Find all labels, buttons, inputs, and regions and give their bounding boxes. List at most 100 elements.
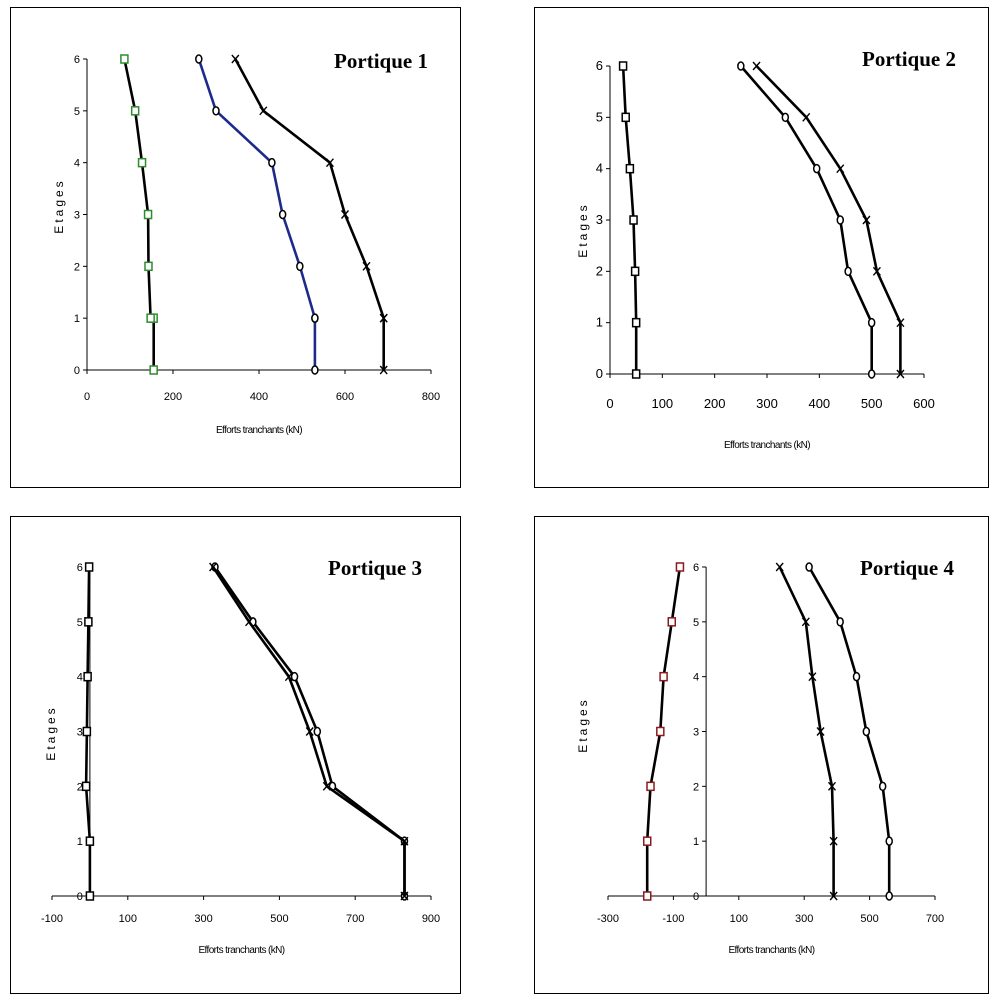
x-tick-label: 600 <box>336 391 354 403</box>
chart-title: Portique 2 <box>862 47 956 71</box>
y-tick-label: 2 <box>596 263 603 278</box>
data-point-x <box>896 369 905 379</box>
y-tick-label: 1 <box>74 313 80 325</box>
y-tick-label: 4 <box>77 672 83 684</box>
y-tick-label: 5 <box>77 617 83 629</box>
data-point-square <box>675 562 685 572</box>
series-line-3 <box>778 566 835 896</box>
data-point-circle <box>885 836 893 846</box>
x-tick-label: 500 <box>270 913 288 925</box>
data-point-square <box>83 671 92 682</box>
y-axis-label: Etages <box>52 178 66 233</box>
data-point-x <box>829 891 838 901</box>
data-point-circle <box>212 106 220 116</box>
data-point-square <box>143 209 153 220</box>
x-tick-label: 300 <box>795 913 813 925</box>
data-point-square <box>149 365 158 375</box>
data-point-square <box>85 836 95 846</box>
data-point-circle <box>195 54 203 64</box>
data-point-circle <box>278 209 287 220</box>
data-point-x <box>836 164 845 174</box>
series-line-2 <box>197 58 317 370</box>
x-tick-label: 800 <box>422 391 440 403</box>
data-point-square <box>84 617 93 627</box>
data-point-square <box>146 313 155 323</box>
data-point-circle <box>311 365 319 375</box>
data-point-square <box>130 106 140 116</box>
data-point-circle <box>812 163 821 174</box>
data-point-square <box>631 369 641 379</box>
data-point-square <box>85 891 95 901</box>
y-tick-label: 2 <box>74 261 80 273</box>
data-point-x <box>340 210 350 219</box>
data-point-square <box>659 671 668 682</box>
data-point-x <box>872 266 881 276</box>
y-tick-label: 5 <box>693 617 699 629</box>
data-point-x <box>816 727 825 736</box>
x-tick-label: -300 <box>597 913 619 925</box>
y-tick-label: 4 <box>74 158 80 170</box>
data-point-square <box>642 891 652 901</box>
y-tick-label: 5 <box>596 109 603 124</box>
data-point-square <box>137 157 147 168</box>
series-line-3 <box>755 65 902 374</box>
data-point-circle <box>852 671 861 682</box>
data-point-x <box>245 617 254 627</box>
x-tick-label: -100 <box>662 913 684 925</box>
data-point-square <box>642 836 652 846</box>
chart-portique-2: 0 100 200 300 400 500 600 0 1 2 3 4 5 6 Efforts tranch… <box>534 7 989 488</box>
y-axis-label: Etages <box>576 697 590 752</box>
y-tick-label: 2 <box>77 781 83 793</box>
x-axis-label: Efforts tranchants (kN) <box>728 945 814 956</box>
data-point-x <box>209 562 218 572</box>
x-tick-label: 200 <box>164 391 182 403</box>
data-point-square <box>84 562 94 572</box>
y-tick-label: 3 <box>596 212 603 227</box>
x-tick-label: 100 <box>651 396 673 411</box>
chart-title: Portique 1 <box>334 49 428 73</box>
data-point-square <box>667 617 677 627</box>
data-point-square <box>144 261 153 272</box>
x-tick-label: 0 <box>84 391 90 403</box>
y-tick-label: 4 <box>693 672 699 684</box>
y-tick-label: 0 <box>74 365 80 377</box>
y-tick-label: 1 <box>77 836 83 848</box>
y-tick-label: 0 <box>693 891 699 903</box>
series-line-3 <box>234 58 386 370</box>
x-tick-label: 500 <box>861 396 883 411</box>
data-point-circle <box>878 781 887 792</box>
data-point-x <box>400 891 409 901</box>
data-point-circle <box>296 261 304 272</box>
y-tick-label: 6 <box>693 562 699 574</box>
data-point-square <box>625 163 635 174</box>
data-point-square <box>629 215 638 225</box>
data-point-square <box>630 266 640 277</box>
chart-portique-4: -300 -100 100 300 500 700 0 1 2 3 4 5 6 Efforts tranc… <box>534 516 989 994</box>
data-point-x <box>231 54 240 64</box>
data-point-x <box>322 781 331 791</box>
x-tick-label: 400 <box>808 396 830 411</box>
y-tick-label: 3 <box>693 727 699 739</box>
x-tick-label: 100 <box>119 913 137 925</box>
x-axis-label: Efforts tranchants (kN) <box>216 425 302 436</box>
data-point-square <box>621 112 630 123</box>
chart-portique-1: 0 200 400 600 800 0 1 2 3 4 5 6 Efforts tranchants (… <box>10 7 461 488</box>
data-point-x <box>896 318 905 328</box>
data-point-x <box>829 836 838 846</box>
data-point-square <box>81 781 91 792</box>
data-point-circle <box>836 617 844 627</box>
data-point-square <box>120 54 129 64</box>
y-tick-label: 6 <box>74 54 80 66</box>
data-point-x <box>362 261 371 271</box>
x-tick-label: 300 <box>756 396 778 411</box>
data-point-square <box>646 781 655 792</box>
data-point-x <box>801 617 810 627</box>
y-axis-label: Etages <box>44 705 58 760</box>
data-point-circle <box>781 112 790 123</box>
data-point-square <box>82 726 92 737</box>
data-point-x <box>752 61 761 71</box>
data-point-x <box>284 672 293 682</box>
y-tick-label: 3 <box>74 210 80 222</box>
x-tick-label: 700 <box>346 913 364 925</box>
data-point-x <box>305 727 314 736</box>
